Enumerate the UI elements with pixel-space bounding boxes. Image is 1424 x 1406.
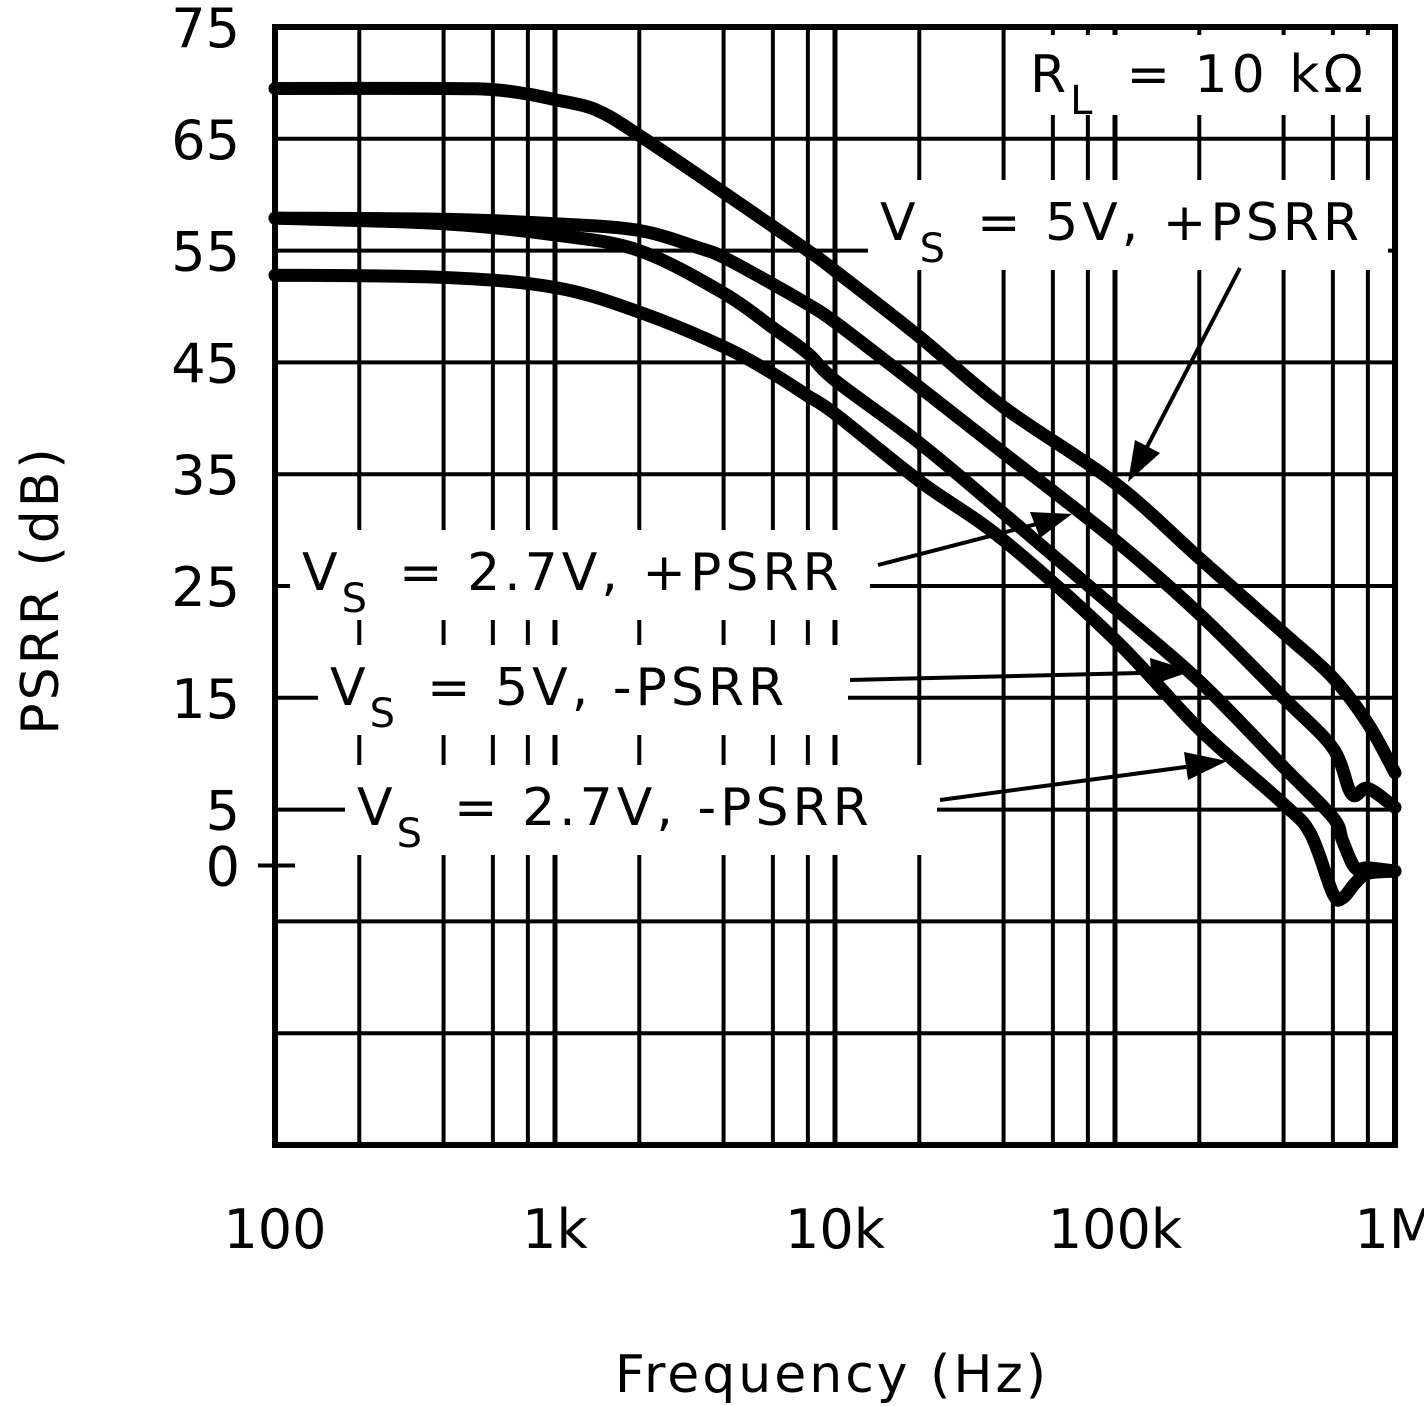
svg-text:VS= 2.7V, -PSRR: VS = 2.7V, -PSRR bbox=[357, 778, 873, 857]
plot-frame bbox=[272, 24, 1398, 1148]
arrow-head bbox=[1184, 752, 1227, 780]
y-tick-label: 15 bbox=[171, 668, 240, 731]
x-tick-label: 1M bbox=[1355, 1198, 1424, 1261]
x-axis-title: Frequency (Hz) bbox=[615, 1345, 1049, 1405]
arrow-line bbox=[1133, 267, 1242, 471]
series-label-5v-plus: VS = 5V, +PSRR bbox=[868, 180, 1388, 482]
x-tick-label: 1k bbox=[522, 1198, 588, 1261]
series-label-2-7v-plus: VS = 2.7V, +PSRR bbox=[290, 512, 1072, 622]
arrow-head bbox=[1030, 512, 1072, 538]
y-tick-label: 75 bbox=[171, 0, 240, 60]
svg-text:VS= 2.7V, +PSRR: VS = 2.7V, +PSRR bbox=[302, 543, 843, 622]
x-tick-label: 10k bbox=[785, 1198, 886, 1261]
svg-text:VS= 5V, -PSRR: VS = 5V, -PSRR bbox=[330, 658, 788, 737]
arrow-line bbox=[939, 761, 1216, 802]
tick-labels: 75 65 55 45 35 25 15 50 100 1k 10k 100k 1M bbox=[171, 0, 1424, 1261]
y-tick-label: 0 bbox=[206, 836, 240, 899]
series-line-0 bbox=[268, 81, 1402, 780]
series-line-1 bbox=[268, 211, 1402, 814]
x-tick-label: 100 bbox=[223, 1198, 326, 1261]
series-label-2-7v-minus: VS = 2.7V, -PSRR bbox=[345, 752, 1227, 857]
condition-annotation: RL = 10 kΩ bbox=[1010, 35, 1390, 124]
series-line-3 bbox=[268, 268, 1402, 907]
arrow-head bbox=[1128, 440, 1160, 482]
svg-text:RL= 10 kΩ: RL = 10 kΩ bbox=[1030, 45, 1367, 124]
y-tick-label: 5 bbox=[206, 780, 240, 843]
arrow-line bbox=[877, 516, 1061, 567]
y-tick-label: 45 bbox=[171, 332, 240, 395]
curves bbox=[268, 81, 1402, 907]
y-tick-label: 65 bbox=[171, 109, 240, 172]
y-axis-title: PSRR (dB) bbox=[11, 445, 71, 734]
x-tick-label: 100k bbox=[1048, 1198, 1183, 1261]
series-label-5v-minus: VS = 5V, -PSRR bbox=[318, 645, 1192, 737]
y-tick-label: 55 bbox=[171, 221, 240, 284]
svg-text:VS= 5V, +PSRR: VS = 5V, +PSRR bbox=[880, 193, 1363, 272]
arrow-head bbox=[1150, 658, 1192, 685]
y-tick-label: 35 bbox=[171, 444, 240, 507]
series-line-2 bbox=[268, 211, 1402, 878]
arrow-line bbox=[849, 670, 1181, 682]
y-tick-label: 25 bbox=[171, 556, 240, 619]
